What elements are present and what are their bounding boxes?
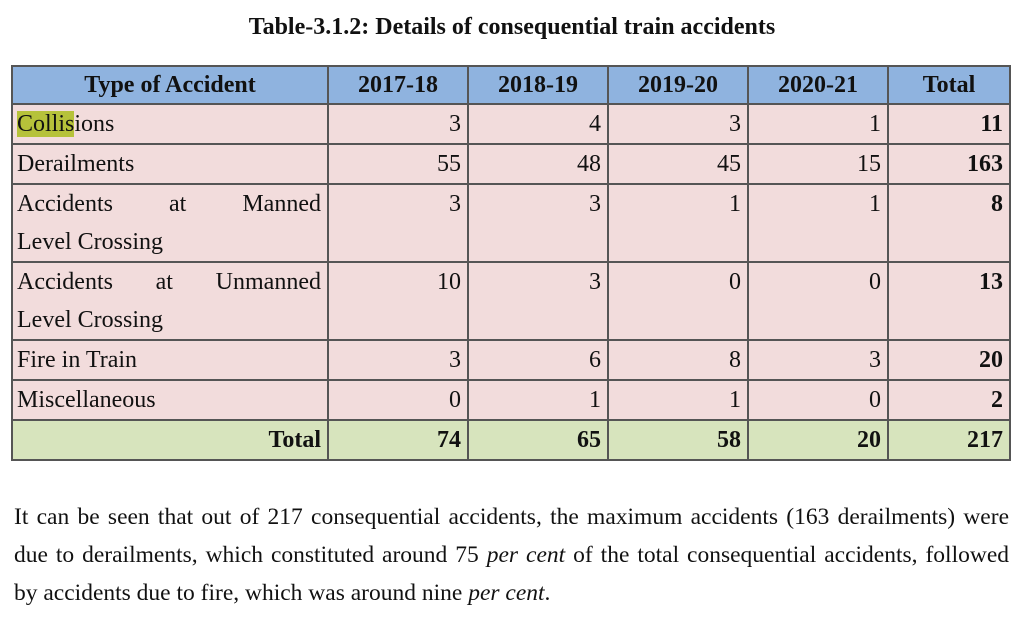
row-total: 13	[887, 261, 1011, 341]
row-label: Accidents at Manned Level Crossing	[11, 183, 329, 263]
total-cell: 65	[467, 419, 609, 461]
row-total: 2	[887, 379, 1011, 421]
summary-paragraph: It can be seen that out of 217 consequen…	[14, 503, 1010, 606]
header-2018-19: 2018-19	[467, 65, 609, 105]
cell: 3	[607, 103, 749, 145]
cell: 1	[607, 379, 749, 421]
total-label: Total	[11, 419, 329, 461]
cell: 0	[327, 379, 469, 421]
table-row: Accidents at Unmanned Level Crossing 10 3 0…	[11, 261, 1011, 341]
cell: 3	[327, 183, 469, 263]
row-total: 20	[887, 339, 1011, 381]
row-label: Fire in Train	[11, 339, 329, 381]
table-row: Collisions 3 4 3 1 11	[11, 103, 1011, 145]
table-title: Table-3.1.2: Details of consequential tr…	[248, 14, 776, 40]
cell: 15	[747, 143, 889, 185]
table-row: Fire in Train 3 6 8 3 20	[11, 339, 1011, 381]
cell: 4	[467, 103, 609, 145]
cell: 0	[747, 261, 889, 341]
row-label: Derailments	[11, 143, 329, 185]
row-label: Accidents at Unmanned Level Crossing	[11, 261, 329, 341]
row-total: 11	[887, 103, 1011, 145]
cell: 6	[467, 339, 609, 381]
cell: 1	[607, 183, 749, 263]
header-2020-21: 2020-21	[747, 65, 889, 105]
cell: 45	[607, 143, 749, 185]
cell: 1	[747, 103, 889, 145]
total-cell: 58	[607, 419, 749, 461]
grand-total: 217	[887, 419, 1011, 461]
accidents-table: Type of Accident 2017-18 2018-19 2019-20…	[11, 65, 1011, 461]
highlighted-text: Collis	[17, 111, 75, 137]
cell: 0	[747, 379, 889, 421]
total-cell: 20	[747, 419, 889, 461]
cell: 3	[467, 183, 609, 263]
cell: 1	[467, 379, 609, 421]
cell: 1	[747, 183, 889, 263]
total-cell: 74	[327, 419, 469, 461]
cell: 48	[467, 143, 609, 185]
row-label: Collisions	[11, 103, 329, 145]
cell: 3	[747, 339, 889, 381]
cell: 55	[327, 143, 469, 185]
row-total: 8	[887, 183, 1011, 263]
row-label: Miscellaneous	[11, 379, 329, 421]
header-type: Type of Accident	[11, 65, 329, 105]
table-row: Miscellaneous 0 1 1 0 2	[11, 379, 1011, 421]
row-total: 163	[887, 143, 1011, 185]
table-row: Derailments 55 48 45 15 163	[11, 143, 1011, 185]
header-row: Type of Accident 2017-18 2018-19 2019-20…	[11, 65, 1011, 105]
header-2019-20: 2019-20	[607, 65, 749, 105]
cell: 10	[327, 261, 469, 341]
header-2017-18: 2017-18	[327, 65, 469, 105]
total-row: Total 74 65 58 20 217	[11, 419, 1011, 461]
cell: 3	[327, 339, 469, 381]
cell: 3	[467, 261, 609, 341]
header-total: Total	[887, 65, 1011, 105]
table-row: Accidents at Manned Level Crossing 3 3 1 1 …	[11, 183, 1011, 263]
cell: 3	[327, 103, 469, 145]
cell: 8	[607, 339, 749, 381]
cell: 0	[607, 261, 749, 341]
